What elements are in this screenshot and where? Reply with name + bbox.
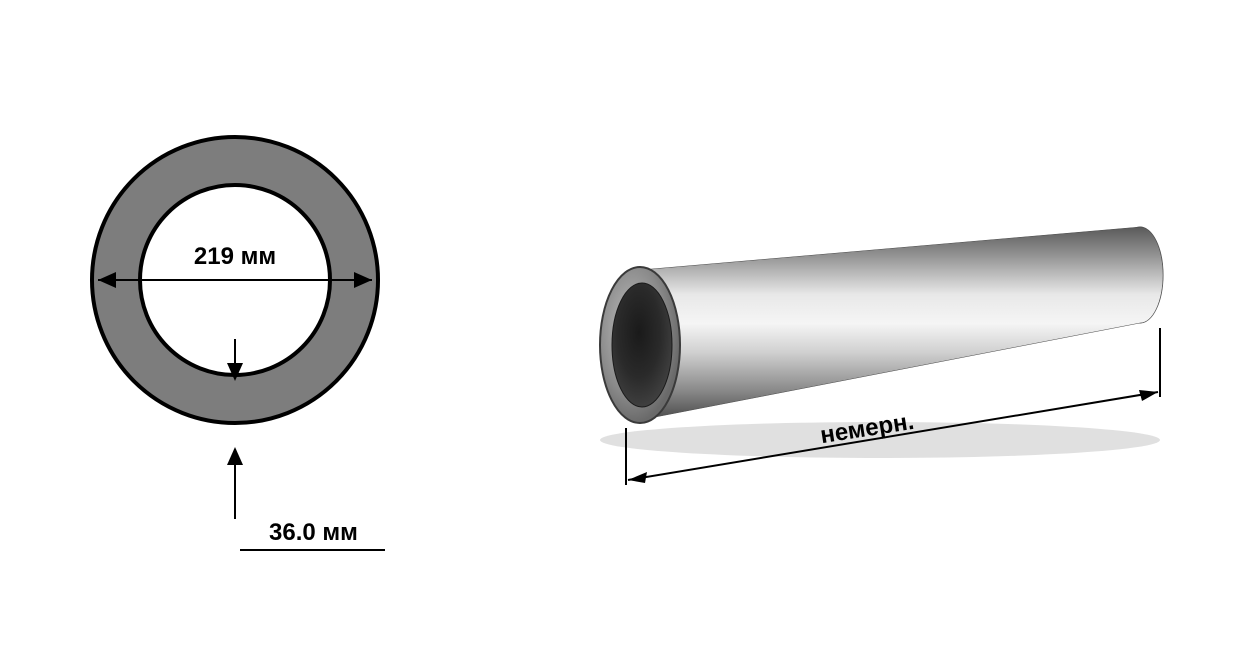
thickness-underline [240, 549, 385, 551]
thickness-label: 36.0 мм [269, 519, 358, 547]
diameter-dimension-line [98, 279, 372, 281]
diagram-container: 219 мм 36.0 мм [0, 0, 1240, 660]
cross-section-view: 219 мм 36.0 мм [90, 135, 380, 425]
pipe-3d-svg [580, 200, 1200, 520]
diameter-arrow-right [354, 272, 372, 288]
thickness-arrow-bottom [234, 449, 236, 519]
pipe-body [600, 227, 1163, 420]
pipe-near-end-inner [612, 283, 672, 407]
diameter-arrow-left [98, 272, 116, 288]
pipe-perspective-view [580, 200, 1180, 500]
pipe-outer-ring: 219 мм 36.0 мм [90, 135, 380, 425]
thickness-arrow-top [234, 339, 236, 379]
diameter-label: 219 мм [194, 243, 276, 271]
